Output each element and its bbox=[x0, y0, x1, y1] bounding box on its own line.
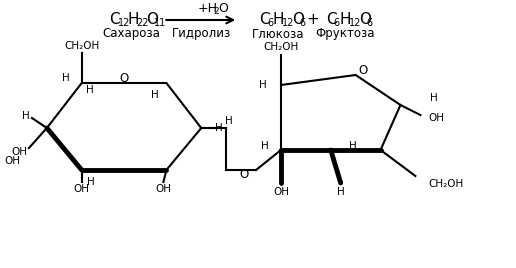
Text: H: H bbox=[215, 123, 223, 133]
Text: Сахароза: Сахароза bbox=[103, 28, 160, 40]
Text: 6: 6 bbox=[300, 18, 306, 28]
Text: OH: OH bbox=[4, 156, 20, 166]
Text: Фруктоза: Фруктоза bbox=[315, 28, 375, 40]
Text: 2: 2 bbox=[213, 8, 219, 17]
Text: O: O bbox=[147, 13, 158, 28]
Text: OH: OH bbox=[11, 147, 27, 157]
Text: CH₂OH: CH₂OH bbox=[263, 42, 299, 52]
Text: H: H bbox=[337, 187, 345, 197]
Text: H: H bbox=[261, 141, 269, 151]
Text: Гидролиз: Гидролиз bbox=[172, 28, 231, 40]
Text: 6: 6 bbox=[366, 18, 373, 28]
Text: 22: 22 bbox=[137, 18, 149, 28]
Text: H: H bbox=[22, 111, 30, 121]
Text: H: H bbox=[340, 13, 351, 28]
Text: H: H bbox=[87, 177, 94, 187]
Text: +H: +H bbox=[197, 2, 217, 16]
Text: 6: 6 bbox=[334, 18, 340, 28]
Text: Глюкоза: Глюкоза bbox=[252, 28, 304, 40]
Text: CH₂OH: CH₂OH bbox=[428, 179, 463, 189]
Text: O: O bbox=[119, 72, 128, 84]
Text: OH: OH bbox=[428, 113, 444, 123]
Text: C: C bbox=[109, 13, 120, 28]
Text: +: + bbox=[307, 13, 319, 28]
Text: 12: 12 bbox=[282, 18, 294, 28]
Text: 11: 11 bbox=[154, 18, 167, 28]
Text: OH: OH bbox=[155, 184, 171, 194]
Text: H: H bbox=[151, 90, 158, 100]
Text: 12: 12 bbox=[349, 18, 361, 28]
Text: O: O bbox=[359, 13, 370, 28]
Text: H: H bbox=[349, 141, 357, 151]
Text: H: H bbox=[259, 80, 267, 90]
Text: 6: 6 bbox=[267, 18, 273, 28]
Text: CH₂OH: CH₂OH bbox=[64, 41, 100, 51]
Text: OH: OH bbox=[273, 187, 289, 197]
Text: H: H bbox=[62, 73, 70, 83]
Text: O: O bbox=[292, 13, 304, 28]
Text: OH: OH bbox=[74, 184, 90, 194]
Text: C: C bbox=[259, 13, 270, 28]
Text: H: H bbox=[86, 85, 93, 95]
Text: H: H bbox=[127, 13, 139, 28]
Text: 12: 12 bbox=[118, 18, 130, 28]
Text: H: H bbox=[430, 93, 438, 103]
Text: O: O bbox=[239, 169, 249, 181]
Text: H: H bbox=[225, 116, 233, 126]
Text: C: C bbox=[326, 13, 336, 28]
Text: O: O bbox=[358, 64, 367, 76]
Text: O: O bbox=[218, 2, 228, 16]
Text: H: H bbox=[273, 13, 284, 28]
